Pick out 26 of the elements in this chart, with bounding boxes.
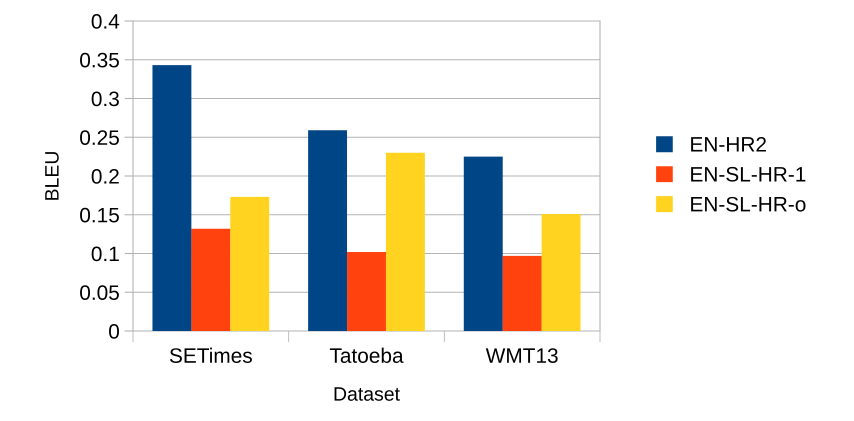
- y-tick-label: 0.35: [80, 52, 119, 68]
- y-tick-label: 0.15: [80, 208, 119, 223]
- x-tick-label: SETimes: [170, 348, 252, 363]
- bar: [308, 130, 348, 331]
- bar: [502, 256, 542, 331]
- y-tick-label: 0.05: [80, 285, 119, 300]
- legend-label: EN-SL-HR-o: [691, 196, 806, 212]
- bar: [152, 65, 192, 331]
- y-tick-label: 0.2: [92, 169, 119, 184]
- y-tick-label: 0: [109, 324, 119, 339]
- bar: [386, 152, 425, 331]
- x-axis-title: Dataset: [334, 387, 400, 401]
- bar: [191, 228, 230, 331]
- y-tick-label: 0.25: [80, 130, 119, 146]
- legend-label: EN-HR2: [691, 136, 766, 152]
- bar: [464, 156, 503, 331]
- y-tick-label: 0.3: [92, 92, 119, 106]
- x-tick-label: WMT13: [486, 348, 558, 363]
- x-tick-label: Tatoeba: [330, 348, 404, 363]
- y-axis-title: BLEU: [45, 152, 59, 200]
- bar: [230, 196, 270, 331]
- y-tick-label: 0.4: [92, 14, 120, 29]
- bar: [542, 214, 581, 331]
- legend-label: EN-SL-HR-1: [691, 166, 806, 182]
- bar: [347, 252, 386, 331]
- y-tick-label: 0.1: [92, 246, 119, 262]
